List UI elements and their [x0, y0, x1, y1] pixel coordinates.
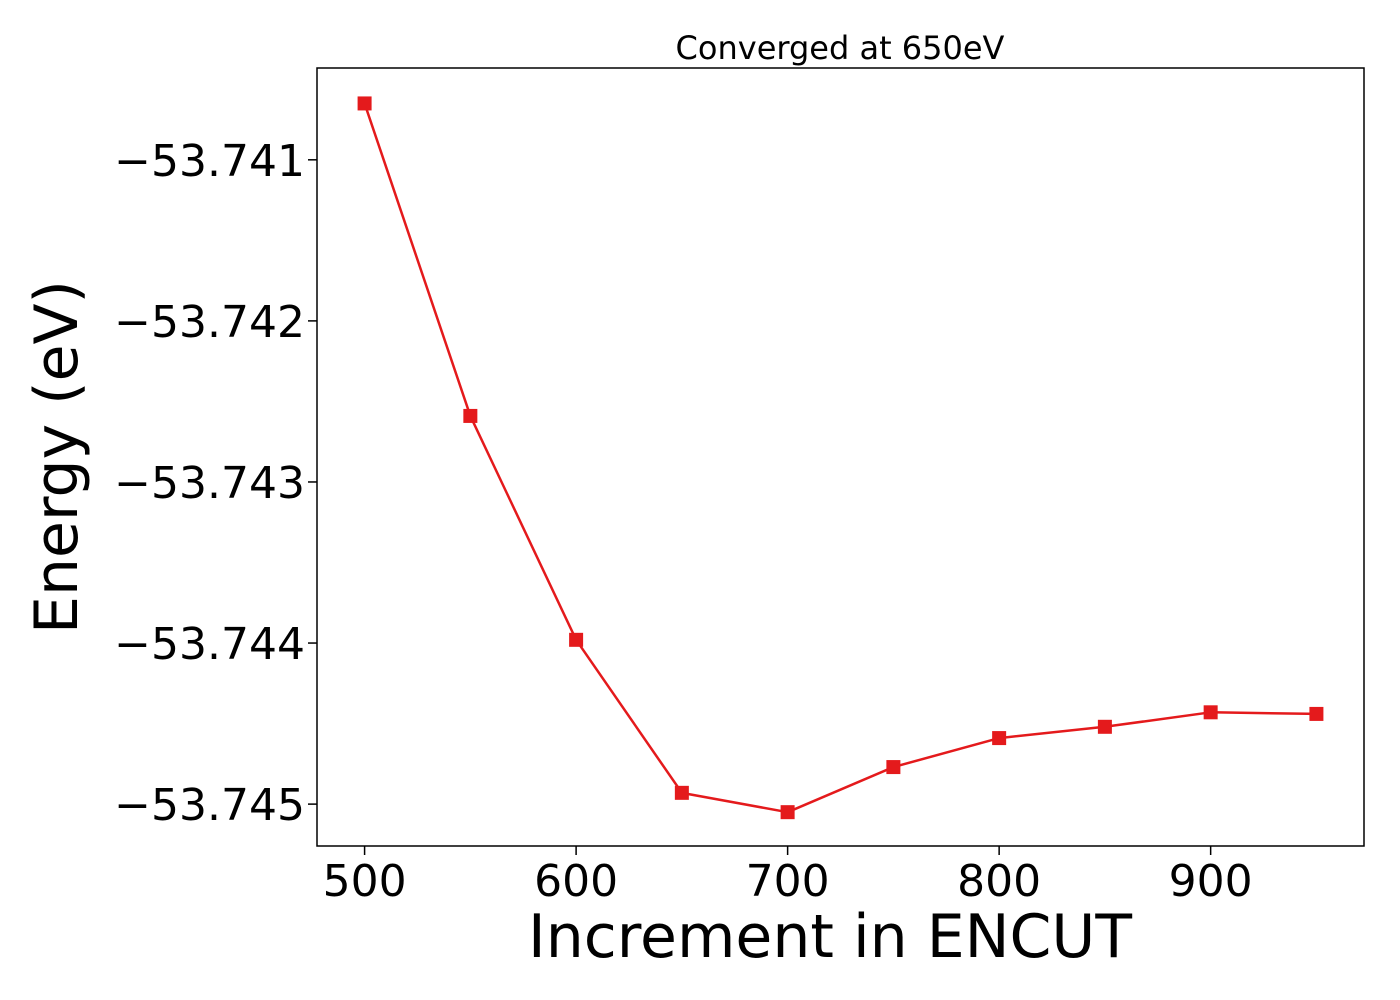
series-line	[363, 103, 1317, 814]
data-point-marker	[463, 408, 478, 423]
y-tick-label: −53.744	[114, 619, 305, 670]
x-tick-label: 700	[746, 856, 830, 907]
plot-frame	[316, 67, 1365, 847]
data-point-marker	[886, 760, 901, 775]
y-tick-label: −53.741	[114, 136, 305, 187]
data-point-marker	[992, 731, 1007, 746]
x-tick-label: 900	[1169, 856, 1253, 907]
data-point-marker	[674, 785, 689, 800]
data-point-marker	[1309, 706, 1324, 721]
plot-area	[317, 68, 1364, 846]
x-axis-title: Increment in ENCUT	[528, 902, 1132, 972]
x-axis-ticks: 500 600 700 800 900	[323, 846, 1253, 907]
y-tick-label: −53.743	[114, 458, 305, 509]
x-tick-label: 600	[534, 856, 618, 907]
y-axis-ticks: −53.741 −53.742 −53.743 −53.744 −53.745	[114, 136, 317, 831]
data-point-marker	[1203, 705, 1218, 720]
series-layer	[357, 96, 1324, 820]
y-tick-label: −53.745	[114, 780, 305, 831]
x-tick-label: 800	[957, 856, 1041, 907]
data-point-marker	[569, 632, 584, 647]
x-tick-label: 500	[323, 856, 407, 907]
y-axis-title: Energy (eV)	[22, 280, 92, 634]
chart-title: Converged at 650eV	[676, 29, 1005, 67]
data-point-marker	[1097, 719, 1112, 734]
data-point-marker	[780, 805, 795, 820]
data-point-marker	[357, 96, 372, 111]
y-tick-label: −53.742	[114, 297, 305, 348]
